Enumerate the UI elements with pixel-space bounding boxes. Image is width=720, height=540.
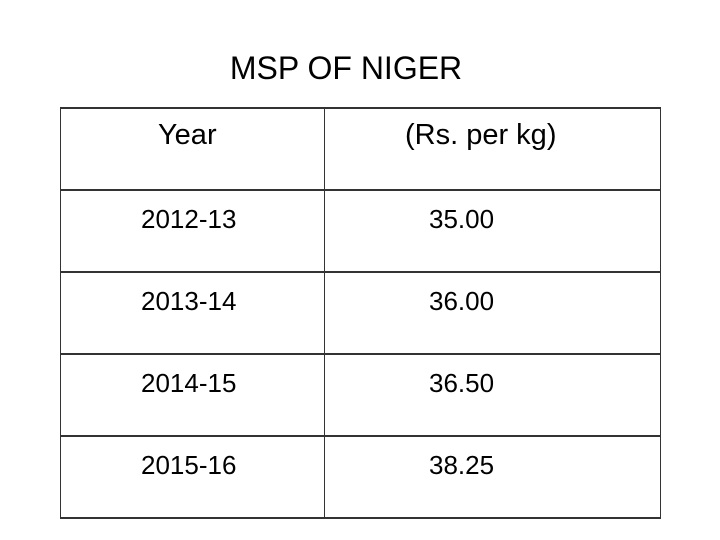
header-price: (Rs. per kg) <box>324 107 661 191</box>
cell-price: 38.25 <box>324 435 661 519</box>
table-header-row: Year (Rs. per kg) <box>60 107 661 191</box>
page-title: MSP OF NIGER <box>229 50 463 86</box>
cell-price: 35.00 <box>324 189 661 273</box>
msp-table: Year (Rs. per kg) 2012-13 35.00 2013-14 … <box>60 107 661 519</box>
cell-price: 36.00 <box>324 271 661 355</box>
cell-year: 2014-15 <box>60 353 325 437</box>
table-row: 2014-15 36.50 <box>60 353 661 437</box>
table-row: 2015-16 38.25 <box>60 435 661 519</box>
cell-price: 36.50 <box>324 353 661 437</box>
header-year: Year <box>60 107 325 191</box>
cell-year: 2015-16 <box>60 435 325 519</box>
cell-year: 2012-13 <box>60 189 325 273</box>
table-row: 2012-13 35.00 <box>60 189 661 273</box>
table-row: 2013-14 36.00 <box>60 271 661 355</box>
cell-year: 2013-14 <box>60 271 325 355</box>
